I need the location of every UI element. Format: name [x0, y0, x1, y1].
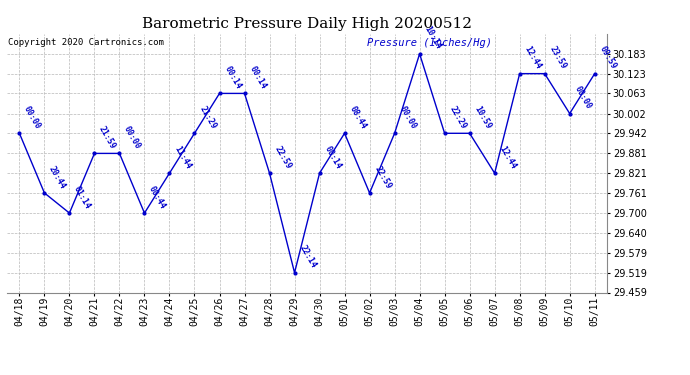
Text: 10:14: 10:14 — [422, 25, 443, 51]
Text: 12:44: 12:44 — [522, 45, 543, 71]
Text: Pressure (Inches/Hg): Pressure (Inches/Hg) — [367, 38, 492, 48]
Text: 22:29: 22:29 — [447, 104, 468, 130]
Text: 12:44: 12:44 — [497, 144, 518, 170]
Title: Barometric Pressure Daily High 20200512: Barometric Pressure Daily High 20200512 — [142, 17, 472, 31]
Text: 11:44: 11:44 — [172, 144, 193, 170]
Text: 21:59: 21:59 — [97, 124, 117, 151]
Text: 22:14: 22:14 — [297, 244, 317, 270]
Text: 23:59: 23:59 — [547, 45, 568, 71]
Text: 00:00: 00:00 — [122, 124, 143, 151]
Text: 00:14: 00:14 — [247, 64, 268, 91]
Text: 21:29: 21:29 — [197, 104, 217, 130]
Text: 20:44: 20:44 — [47, 164, 68, 190]
Text: 00:14: 00:14 — [222, 64, 243, 91]
Text: 01:14: 01:14 — [72, 184, 92, 210]
Text: 09:59: 09:59 — [598, 45, 618, 71]
Text: 00:00: 00:00 — [22, 104, 43, 130]
Text: 22:59: 22:59 — [373, 164, 393, 190]
Text: 00:14: 00:14 — [322, 144, 343, 170]
Text: 08:44: 08:44 — [347, 104, 368, 130]
Text: 22:59: 22:59 — [273, 144, 293, 170]
Text: 00:00: 00:00 — [397, 104, 417, 130]
Text: Copyright 2020 Cartronics.com: Copyright 2020 Cartronics.com — [8, 38, 164, 46]
Text: 00:44: 00:44 — [147, 184, 168, 210]
Text: 10:59: 10:59 — [473, 104, 493, 130]
Text: 00:00: 00:00 — [573, 85, 593, 111]
